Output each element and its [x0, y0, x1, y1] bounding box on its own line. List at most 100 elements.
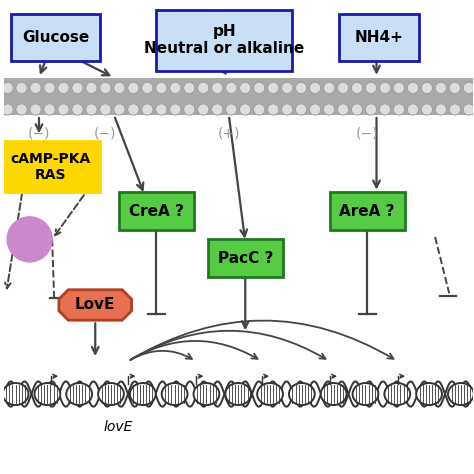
Circle shape	[30, 82, 41, 93]
Circle shape	[156, 82, 167, 93]
Circle shape	[421, 104, 433, 115]
Circle shape	[2, 104, 13, 115]
Circle shape	[393, 104, 405, 115]
Circle shape	[365, 82, 377, 93]
Text: (+): (+)	[218, 127, 240, 141]
Ellipse shape	[289, 383, 315, 405]
Circle shape	[435, 82, 447, 93]
Circle shape	[226, 104, 237, 115]
Circle shape	[351, 104, 363, 115]
Circle shape	[30, 104, 41, 115]
Circle shape	[351, 82, 363, 93]
Circle shape	[310, 104, 321, 115]
Circle shape	[142, 82, 153, 93]
Circle shape	[393, 82, 405, 93]
Ellipse shape	[193, 383, 219, 405]
Circle shape	[379, 82, 391, 93]
FancyBboxPatch shape	[208, 239, 283, 277]
Ellipse shape	[257, 383, 283, 405]
Ellipse shape	[162, 383, 188, 405]
Ellipse shape	[66, 383, 92, 405]
Ellipse shape	[35, 383, 60, 405]
Circle shape	[463, 82, 474, 93]
Circle shape	[128, 104, 139, 115]
Circle shape	[198, 82, 209, 93]
Ellipse shape	[3, 383, 28, 405]
Polygon shape	[59, 290, 132, 320]
Circle shape	[282, 104, 293, 115]
Text: (−): (−)	[28, 127, 50, 141]
Circle shape	[337, 82, 349, 93]
Circle shape	[407, 82, 419, 93]
Text: CreA ?: CreA ?	[129, 204, 183, 219]
Circle shape	[211, 82, 223, 93]
Text: pH
Neutral or alkaline: pH Neutral or alkaline	[144, 24, 304, 56]
Ellipse shape	[225, 383, 251, 405]
Circle shape	[114, 104, 125, 115]
Circle shape	[239, 82, 251, 93]
Circle shape	[58, 82, 69, 93]
Circle shape	[379, 104, 391, 115]
Circle shape	[407, 104, 419, 115]
Circle shape	[114, 82, 125, 93]
FancyBboxPatch shape	[1, 141, 100, 192]
Text: cAMP-PKA
RAS: cAMP-PKA RAS	[10, 152, 91, 182]
FancyBboxPatch shape	[11, 14, 100, 61]
Ellipse shape	[448, 383, 474, 405]
Circle shape	[58, 104, 69, 115]
Circle shape	[128, 82, 139, 93]
Circle shape	[16, 82, 27, 93]
Circle shape	[323, 82, 335, 93]
Circle shape	[267, 104, 279, 115]
Ellipse shape	[353, 383, 378, 405]
Circle shape	[44, 82, 55, 93]
Circle shape	[365, 104, 377, 115]
Circle shape	[16, 104, 27, 115]
Circle shape	[86, 104, 97, 115]
Circle shape	[183, 82, 195, 93]
FancyBboxPatch shape	[118, 192, 194, 230]
Circle shape	[295, 82, 307, 93]
Ellipse shape	[130, 383, 155, 405]
Text: NH4+: NH4+	[355, 30, 403, 46]
Circle shape	[7, 217, 52, 262]
Text: lovE: lovE	[104, 420, 133, 434]
Circle shape	[211, 104, 223, 115]
Circle shape	[226, 82, 237, 93]
Ellipse shape	[384, 383, 410, 405]
Ellipse shape	[416, 383, 442, 405]
Circle shape	[449, 82, 461, 93]
Circle shape	[310, 82, 321, 93]
Circle shape	[267, 82, 279, 93]
Circle shape	[198, 104, 209, 115]
Text: PacC ?: PacC ?	[218, 251, 273, 265]
Circle shape	[170, 104, 181, 115]
Circle shape	[282, 82, 293, 93]
Circle shape	[295, 104, 307, 115]
Circle shape	[100, 104, 111, 115]
Circle shape	[44, 104, 55, 115]
Circle shape	[183, 104, 195, 115]
Circle shape	[100, 82, 111, 93]
Circle shape	[337, 104, 349, 115]
Circle shape	[72, 82, 83, 93]
Circle shape	[463, 104, 474, 115]
Text: (−): (−)	[93, 127, 116, 141]
Circle shape	[2, 82, 13, 93]
FancyBboxPatch shape	[339, 14, 419, 61]
Circle shape	[170, 82, 181, 93]
Circle shape	[254, 82, 265, 93]
Circle shape	[72, 104, 83, 115]
FancyBboxPatch shape	[329, 192, 405, 230]
Circle shape	[254, 104, 265, 115]
Circle shape	[86, 82, 97, 93]
Text: Glucose: Glucose	[22, 30, 89, 46]
Circle shape	[156, 104, 167, 115]
Circle shape	[323, 104, 335, 115]
Text: LovE: LovE	[75, 298, 116, 312]
Circle shape	[435, 104, 447, 115]
Circle shape	[142, 104, 153, 115]
Text: (−): (−)	[356, 127, 378, 141]
Circle shape	[421, 82, 433, 93]
Ellipse shape	[98, 383, 124, 405]
